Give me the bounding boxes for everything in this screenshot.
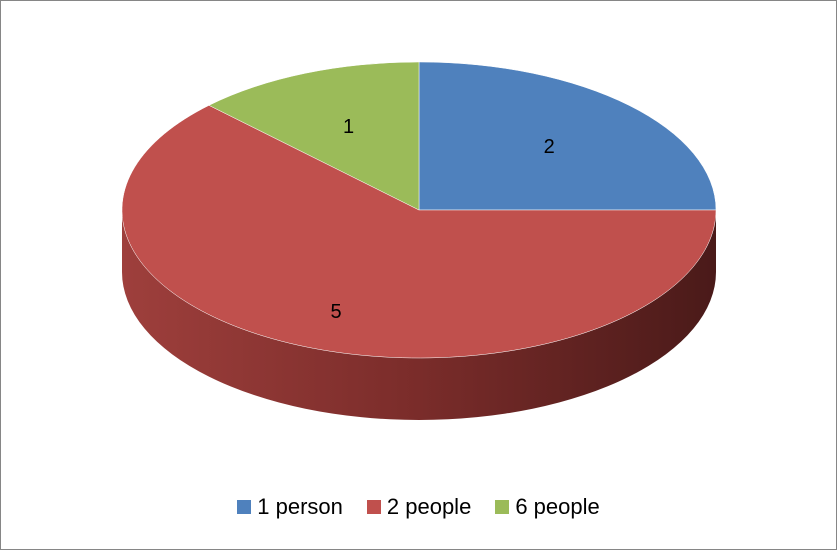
legend-swatch-2-people [366,500,381,514]
legend-label-1-person: 1 person [257,494,343,519]
data-label-1: 5 [330,301,341,323]
pie-slices: 2 5 1 [121,61,717,420]
data-label-0: 2 [544,136,555,158]
legend-swatch-6-people [495,500,510,514]
pie-side-1 [122,210,716,420]
data-label-2: 1 [343,116,354,138]
legend-swatch-1-person [237,500,252,514]
legend-label-2-people: 2 people [386,494,472,519]
legend-item-2-people: 2 people [366,494,472,520]
pie-slice-6-people [208,61,420,211]
pie-slice-2-people [121,105,717,359]
chart-legend: 1 person 2 people 6 people [0,494,837,520]
pie-slice-1-person [418,61,717,211]
legend-item-6-people: 6 people [495,494,600,520]
legend-item-1-person: 1 person [237,494,343,520]
legend-label-6-people: 6 people [515,494,600,519]
